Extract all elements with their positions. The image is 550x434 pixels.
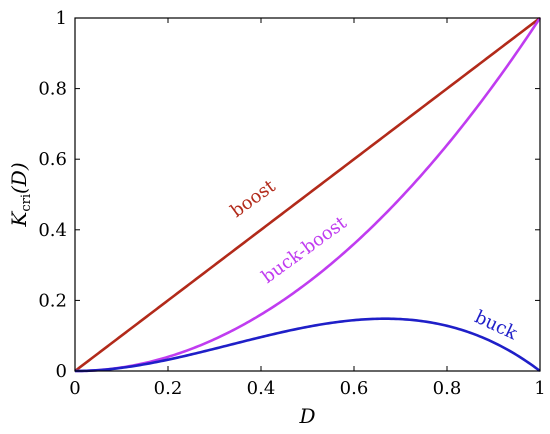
series-line-boost (74, 16, 541, 373)
x-tick-label: 1 (534, 378, 545, 399)
y-tick-label: 0.6 (38, 149, 67, 170)
curve-label-buck: buck (471, 307, 521, 345)
series-line-buck (74, 317, 541, 373)
tick-labels: 0 0.2 0.4 0.6 0.8 1 0 0.2 0.4 0.6 0.8 1 (38, 8, 545, 399)
y-tick-label: 0.8 (38, 79, 67, 100)
curves (74, 16, 542, 373)
curve-label-boost: boost (227, 175, 280, 222)
plot-frame (74, 17, 541, 372)
x-tick-label: 0.8 (433, 378, 462, 399)
y-tick-label: 0.2 (38, 290, 67, 311)
y-axis-label: Kcri(D) (7, 162, 34, 227)
tick-marks (74, 17, 541, 372)
x-tick-label: 0 (69, 378, 80, 399)
y-tick-label: 0.4 (38, 220, 67, 241)
series-line-buck-boost (74, 17, 542, 373)
y-tick-label: 0 (56, 361, 67, 382)
y-axis-label-main: K (7, 211, 31, 228)
x-tick-label: 0.6 (340, 378, 369, 399)
curve-label-buck-boost: buck-boost (258, 212, 351, 288)
y-tick-label: 1 (56, 8, 67, 29)
x-axis-label: D (298, 404, 315, 428)
x-tick-label: 0.2 (154, 378, 183, 399)
y-axis-label-arg: (D) (7, 162, 31, 194)
x-tick-label: 0.4 (247, 378, 276, 399)
y-axis-label-sub: cri (19, 194, 34, 212)
